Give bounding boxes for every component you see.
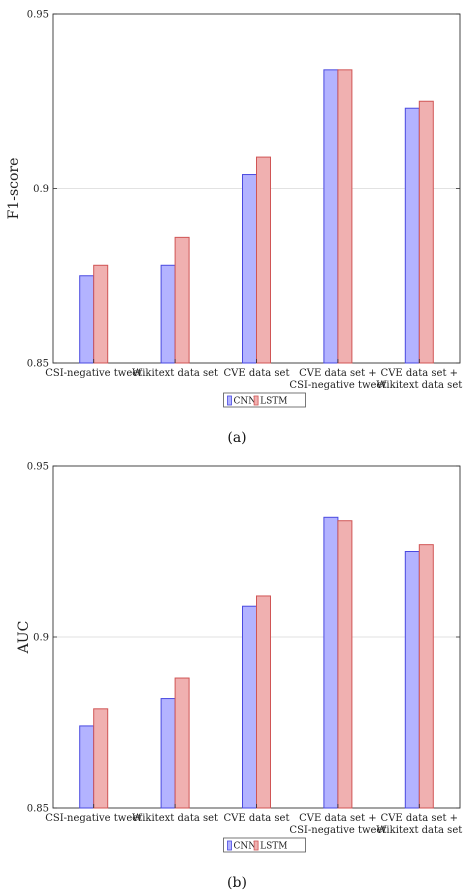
y-tick-label: 0.95 [27, 462, 49, 473]
y-axis-label: F1-score [6, 158, 22, 220]
bar-lstm [93, 264, 109, 364]
figure-caption: (b) [227, 875, 247, 891]
bar-lstm [256, 595, 271, 809]
bar-lstm [174, 236, 190, 364]
bar-cnn [323, 516, 339, 809]
x-tick-label: CVE data set + [381, 368, 459, 379]
bar-cnn [404, 107, 420, 364]
bar-cnn [404, 551, 420, 809]
x-tick-label: CSI-negative tweet [289, 825, 386, 836]
bar-lstm [256, 156, 271, 364]
x-tick-label: CVE data set + [299, 368, 377, 379]
legend-label-lstm: LSTM [260, 397, 287, 407]
x-tick-label: CVE data set + [299, 813, 377, 824]
bar-lstm [337, 69, 353, 364]
legend-label-cnn: CNN [234, 397, 257, 407]
x-tick-label: CSI-negative tweet [45, 813, 142, 824]
legend-swatch-lstm [253, 840, 259, 851]
legend-swatch-lstm [253, 395, 259, 406]
bar-cnn [242, 605, 257, 809]
legend-box [223, 837, 306, 853]
bar-lstm [174, 677, 190, 809]
legend-swatch-cnn [227, 395, 232, 406]
bar-cnn [160, 698, 176, 809]
x-tick-label: Wikitext data set [132, 368, 218, 379]
bar-lstm [93, 708, 109, 809]
x-tick-label: Wikitext data set [376, 825, 462, 836]
legend: CNN LSTM [223, 837, 306, 853]
legend: CNN LSTM [223, 392, 306, 408]
x-tick-label: CVE data set + [381, 813, 459, 824]
x-tick-label: Wikitext data set [376, 380, 462, 391]
x-tick-label: CVE data set [224, 368, 290, 379]
bar-lstm [418, 544, 434, 809]
x-tick-label: CSI-negative tweet [45, 368, 142, 379]
y-tick-label: 0.9 [33, 184, 49, 195]
y-tick-label: 0.95 [27, 10, 49, 21]
bar-cnn [242, 174, 257, 364]
legend-box [223, 392, 306, 408]
legend-label-lstm: LSTM [260, 842, 287, 852]
bar-cnn [79, 725, 95, 809]
bar-lstm [418, 100, 434, 364]
y-tick-label: 0.85 [27, 359, 49, 370]
x-tick-label: CVE data set [224, 813, 290, 824]
bar-cnn [323, 69, 339, 364]
y-axis-label: AUC [16, 621, 32, 655]
x-tick-label: Wikitext data set [132, 813, 218, 824]
legend-label-cnn: CNN [234, 842, 257, 852]
bar-cnn [160, 264, 176, 364]
y-tick-label: 0.9 [33, 633, 49, 644]
legend-swatch-cnn [227, 840, 232, 851]
y-tick-label: 0.85 [27, 804, 49, 815]
x-tick-label: CSI-negative tweet [289, 380, 386, 391]
bar-lstm [337, 520, 353, 809]
figure-caption: (a) [227, 430, 246, 446]
bar-cnn [79, 275, 95, 364]
